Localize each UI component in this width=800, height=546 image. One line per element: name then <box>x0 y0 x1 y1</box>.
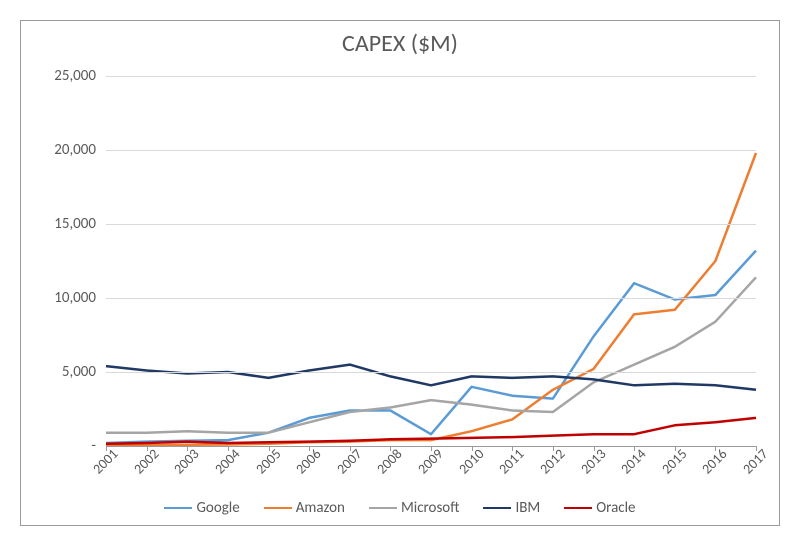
chart-lines-svg <box>106 76 756 446</box>
legend-label: Amazon <box>296 499 345 517</box>
x-axis-label: 2012 <box>536 445 568 477</box>
legend-item-oracle: Oracle <box>564 499 635 517</box>
x-axis-label: 2008 <box>374 445 406 477</box>
x-axis-label: 2015 <box>658 445 690 477</box>
legend: Google Amazon Microsoft IBM Oracle <box>21 499 779 517</box>
x-axis-label: 2003 <box>171 445 203 477</box>
series-line-google <box>106 251 756 443</box>
legend-swatch <box>264 507 292 509</box>
series-line-microsoft <box>106 277 756 432</box>
legend-swatch <box>483 507 511 509</box>
gridline <box>106 224 756 225</box>
x-axis-label: 2009 <box>414 445 446 477</box>
legend-item-microsoft: Microsoft <box>369 499 460 517</box>
legend-swatch <box>164 507 192 509</box>
y-axis-label: 10,000 <box>54 289 106 307</box>
legend-item-google: Google <box>164 499 239 517</box>
legend-label: IBM <box>515 499 540 517</box>
legend-label: Microsoft <box>401 499 460 517</box>
legend-swatch <box>369 507 397 509</box>
x-axis-label: 2013 <box>577 445 609 477</box>
chart-title: CAPEX ($M) <box>21 29 779 58</box>
y-axis-label: 15,000 <box>54 215 106 233</box>
x-axis-label: 2017 <box>739 445 771 477</box>
plot-area: -5,00010,00015,00020,00025,0002001200220… <box>106 76 756 446</box>
gridline <box>106 372 756 373</box>
legend-swatch <box>564 507 592 509</box>
y-axis-label: 25,000 <box>54 67 106 85</box>
gridline <box>106 150 756 151</box>
legend-label: Google <box>196 499 239 517</box>
y-axis-label: 5,000 <box>62 363 106 381</box>
gridline <box>106 76 756 77</box>
series-line-amazon <box>106 153 756 445</box>
x-axis-label: 2006 <box>292 445 324 477</box>
x-axis-label: 2007 <box>333 445 365 477</box>
series-line-ibm <box>106 365 756 390</box>
y-axis-label: 20,000 <box>54 141 106 159</box>
gridline <box>106 298 756 299</box>
legend-item-ibm: IBM <box>483 499 540 517</box>
x-axis-label: 2004 <box>211 445 243 477</box>
x-axis-label: 2005 <box>252 445 284 477</box>
x-axis-label: 2016 <box>699 445 731 477</box>
capex-line-chart: CAPEX ($M) -5,00010,00015,00020,00025,00… <box>20 20 780 526</box>
legend-label: Oracle <box>596 499 635 517</box>
x-axis-label: 2010 <box>455 445 487 477</box>
x-axis-label: 2011 <box>496 445 528 477</box>
legend-item-amazon: Amazon <box>264 499 345 517</box>
x-axis-label: 2014 <box>617 445 649 477</box>
x-axis-label: 2002 <box>130 445 162 477</box>
